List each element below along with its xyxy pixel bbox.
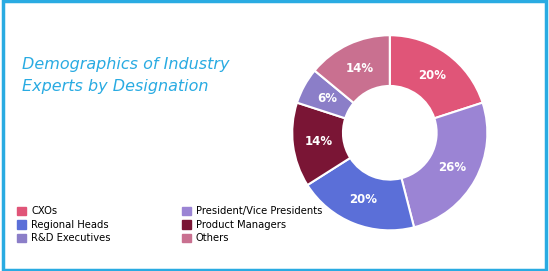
Wedge shape (315, 35, 390, 103)
Wedge shape (307, 158, 414, 230)
Text: 14%: 14% (345, 62, 373, 75)
Legend: President/Vice Presidents, Product Managers, Others: President/Vice Presidents, Product Manag… (182, 207, 322, 243)
Text: 14%: 14% (305, 135, 333, 148)
Wedge shape (390, 35, 483, 118)
Text: 6%: 6% (317, 92, 338, 105)
Text: 20%: 20% (418, 69, 446, 82)
Text: Demographics of Industry
Experts by Designation: Demographics of Industry Experts by Desi… (22, 57, 229, 94)
Text: 26%: 26% (438, 161, 466, 174)
Wedge shape (297, 71, 354, 118)
Wedge shape (401, 103, 488, 227)
Wedge shape (292, 103, 350, 185)
Text: 20%: 20% (350, 192, 378, 205)
